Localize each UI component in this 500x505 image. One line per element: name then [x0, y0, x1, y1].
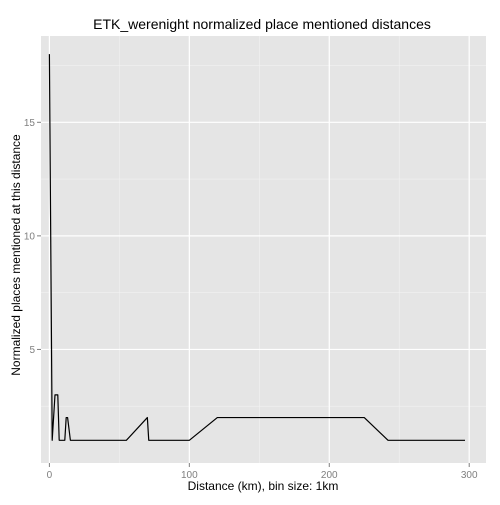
x-tick-label: 300 [461, 470, 478, 481]
x-axis-ticks: 0 100 200 300 [47, 463, 478, 481]
y-axis-title: Normalized places mentioned at this dist… [9, 134, 23, 376]
y-axis-ticks: 5 10 15 [24, 118, 41, 356]
x-tick-label: 200 [321, 470, 338, 481]
y-tick-label: 5 [29, 345, 35, 356]
series-line [48, 54, 466, 441]
grid-layer [41, 36, 486, 463]
x-tick-label: 0 [47, 470, 53, 481]
x-tick-label: 100 [181, 470, 198, 481]
y-tick-label: 10 [24, 231, 36, 242]
plot-panel [41, 36, 486, 463]
y-tick-label: 15 [24, 118, 36, 129]
chart-title: ETK_werenight normalized place mentioned… [93, 16, 431, 32]
x-axis-title: Distance (km), bin size: 1km [188, 479, 339, 493]
